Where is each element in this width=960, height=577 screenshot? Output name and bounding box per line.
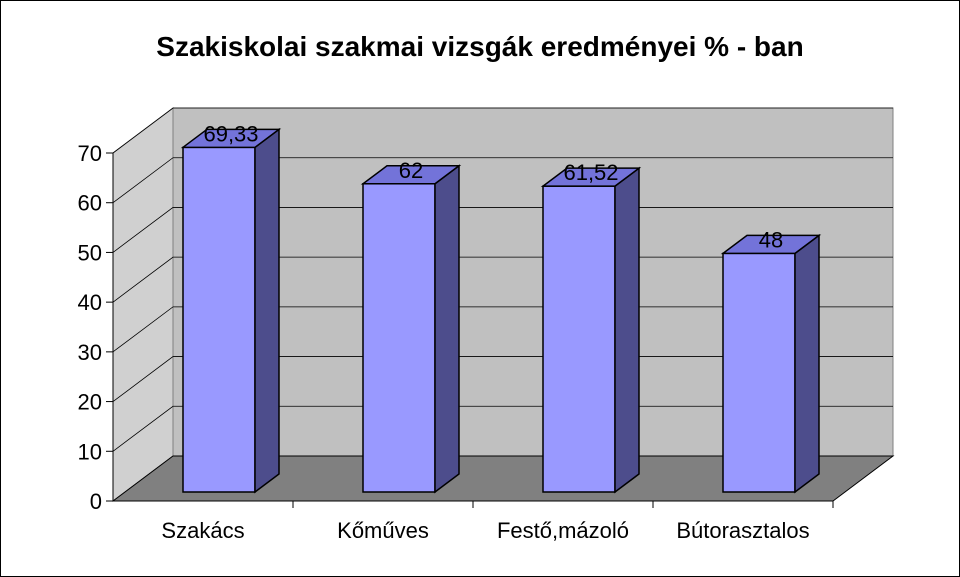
bar-front-3 (722, 252, 796, 493)
bar-front-2 (542, 185, 616, 493)
category-label: Bútorasztalos (676, 518, 809, 543)
bar-side-2 (614, 166, 640, 494)
bar-side-0 (254, 127, 280, 494)
category-label: Szakács (161, 518, 244, 543)
gridline (112, 207, 893, 253)
category-label: Festő,mázoló (497, 518, 629, 543)
chart-title: Szakiskolai szakmai vizsgák eredményei %… (156, 31, 803, 62)
bar-side-1 (434, 164, 460, 494)
gridline (112, 256, 893, 303)
y-tick-label: 50 (78, 240, 102, 265)
gridline (112, 157, 893, 204)
data-label: 48 (759, 227, 783, 252)
y-tick-label: 30 (78, 340, 102, 365)
gridline (112, 356, 893, 402)
y-tick-label: 0 (90, 489, 102, 514)
bar-side-3 (794, 233, 820, 494)
y-tick-label: 20 (78, 390, 102, 415)
bar-top-1 (360, 165, 462, 185)
data-label: 62 (399, 158, 423, 183)
y-tick-label: 40 (78, 290, 102, 315)
gridline (112, 306, 893, 353)
y-tick-label: 10 (78, 439, 102, 464)
y-tick-label: 70 (78, 141, 102, 166)
y-tick-label: 60 (78, 191, 102, 216)
bar-top-0 (180, 128, 282, 149)
category-label: Kőműves (337, 518, 429, 543)
gridline (112, 107, 893, 154)
side-wall (112, 107, 174, 502)
bar-front-1 (362, 183, 436, 493)
gridline (112, 405, 893, 452)
data-label: 69,33 (203, 121, 258, 146)
bar-top-2 (540, 167, 642, 187)
bar-top-3 (720, 234, 822, 255)
data-label: 61,52 (563, 160, 618, 185)
bar-front-0 (182, 146, 256, 493)
